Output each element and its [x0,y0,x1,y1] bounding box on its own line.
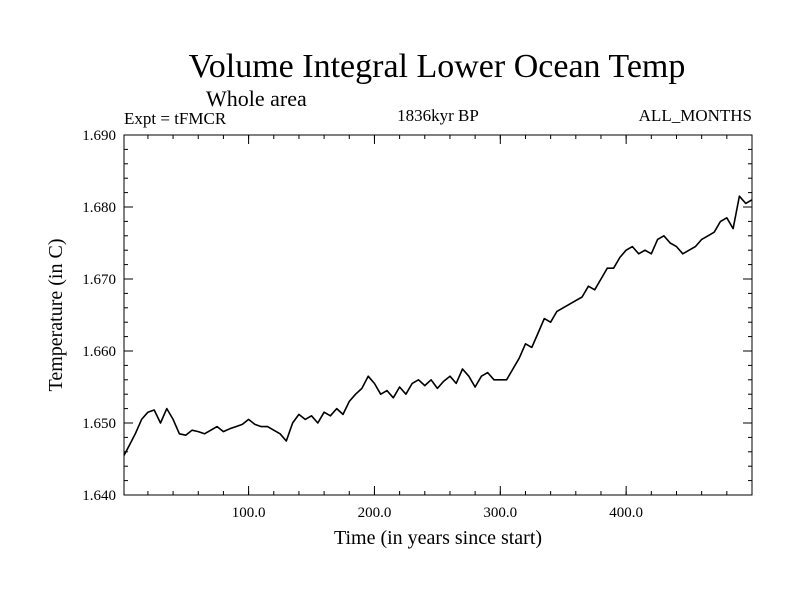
period-label: 1836kyr BP [397,106,479,125]
y-axis-title: Temperature (in C) [45,239,67,392]
y-tick-label: 1.680 [82,200,116,216]
y-tick-labels: 1.640 1.650 1.660 1.670 1.680 1.690 [82,128,116,504]
chart-subtitle: Whole area [206,86,307,111]
y-tick-label: 1.660 [82,344,116,360]
y-tick-label: 1.670 [82,272,116,288]
chart-title: Volume Integral Lower Ocean Temp [189,48,686,85]
experiment-label: Expt = tFMCR [124,109,227,128]
x-tick-labels: 100.0 200.0 300.0 400.0 [232,505,643,521]
plot-frame [123,134,753,496]
y-axis [124,134,752,496]
x-tick-label: 300.0 [483,505,517,521]
y-tick-label: 1.640 [82,488,116,504]
x-tick-label: 100.0 [232,505,266,521]
x-axis-title: Time (in years since start) [334,527,542,549]
x-tick-label: 200.0 [358,505,392,521]
series-line-temperature [123,195,753,456]
x-axis [147,135,728,495]
x-tick-label: 400.0 [609,505,643,521]
months-label: ALL_MONTHS [639,106,752,125]
y-tick-label: 1.650 [82,416,116,432]
y-tick-label: 1.690 [82,128,116,144]
